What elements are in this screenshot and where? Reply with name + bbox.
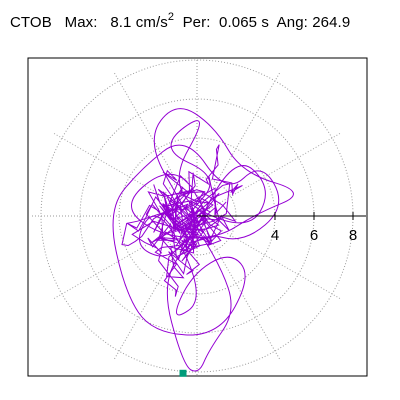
grid-spoke: [200, 222, 281, 360]
trace-core: [121, 144, 243, 297]
radial-tick-label: 6: [310, 227, 318, 244]
period-value: 0.065 s: [219, 14, 269, 31]
plot-frame: [27, 57, 368, 377]
chart-title: CTOB Max: 8.1 cm/s2 Per: 0.065 s Ang: 26…: [10, 11, 351, 31]
max-label: Max:: [64, 14, 98, 31]
marker-layer: [179, 369, 187, 377]
angle-label: Ang:: [276, 14, 308, 31]
max-point-marker: [179, 369, 187, 377]
particle-motion-trace: [112, 108, 294, 372]
radial-axis: 4 6 8: [197, 212, 366, 244]
station-code: CTOB: [10, 14, 52, 31]
grid-spoke: [200, 72, 281, 210]
max-unit-exponent: 2: [167, 11, 175, 23]
grid-spoke: [53, 132, 191, 213]
grid-spoke: [203, 132, 341, 213]
grid-spoke: [113, 222, 194, 360]
angle-value: 264.9: [312, 14, 351, 31]
grid-spoke: [113, 72, 194, 210]
radial-tick-label: 8: [349, 227, 357, 244]
radial-tick-label: 4: [271, 227, 279, 244]
grid-spoke: [203, 219, 341, 300]
trace-path: [112, 108, 294, 372]
grid-spoke: [53, 219, 191, 300]
period-label: Per:: [182, 14, 211, 31]
max-value: 8.1 cm/s: [110, 14, 168, 31]
